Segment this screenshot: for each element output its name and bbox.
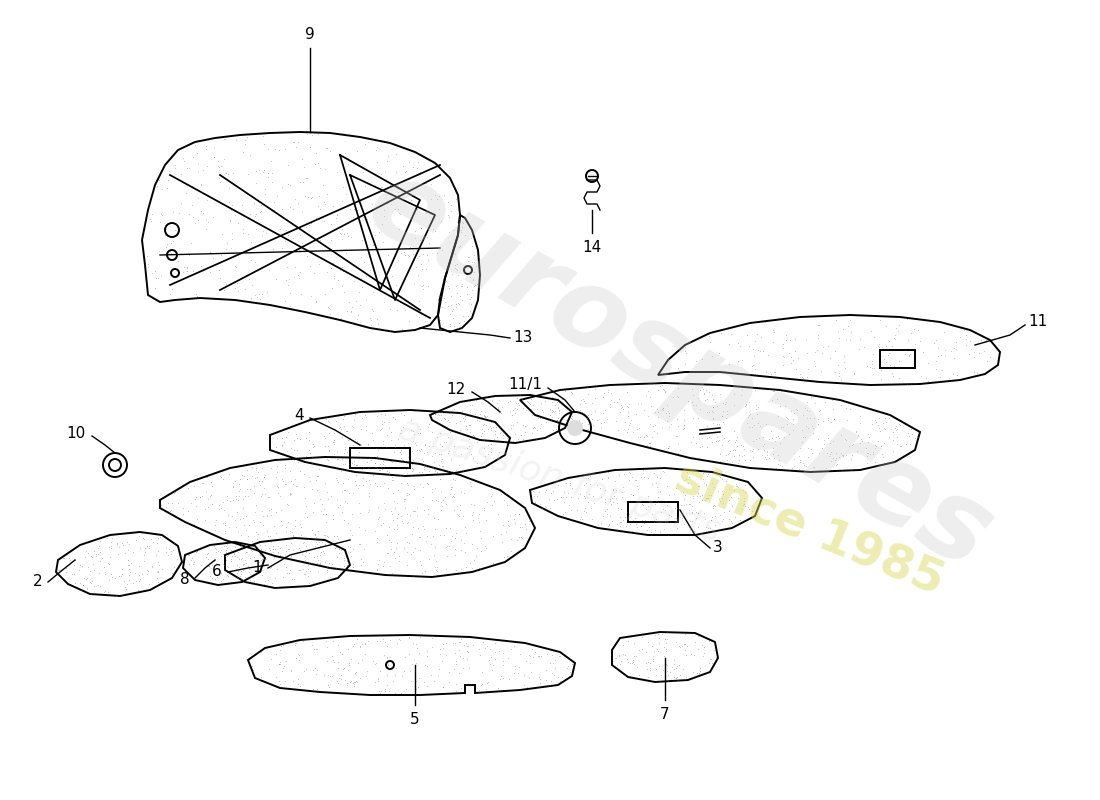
Text: 11/1: 11/1	[508, 378, 542, 393]
Text: 1: 1	[252, 561, 262, 575]
Text: 11: 11	[1028, 314, 1047, 330]
Text: 14: 14	[582, 240, 602, 255]
Text: 9: 9	[305, 27, 315, 42]
Text: a passion for parts: a passion for parts	[395, 412, 726, 548]
FancyBboxPatch shape	[628, 502, 678, 522]
FancyBboxPatch shape	[880, 350, 915, 368]
Text: 5: 5	[410, 712, 420, 727]
Text: 7: 7	[660, 707, 670, 722]
Text: since 1985: since 1985	[669, 455, 952, 605]
Text: 4: 4	[295, 409, 304, 423]
Circle shape	[566, 420, 583, 436]
Text: 3: 3	[713, 541, 723, 555]
Text: 6: 6	[212, 565, 222, 579]
Text: 12: 12	[447, 382, 466, 398]
Text: 10: 10	[67, 426, 86, 441]
Text: eurospares: eurospares	[349, 148, 1011, 592]
Text: 8: 8	[180, 573, 190, 587]
Text: 2: 2	[32, 574, 42, 590]
FancyBboxPatch shape	[350, 448, 410, 468]
Text: 13: 13	[513, 330, 532, 346]
